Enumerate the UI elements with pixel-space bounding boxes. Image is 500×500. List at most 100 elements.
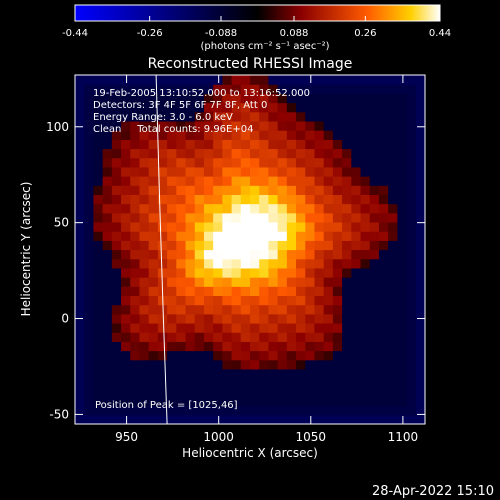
heatmap-cell <box>332 157 343 168</box>
heatmap-cell <box>305 139 316 150</box>
heatmap-cell <box>415 378 425 388</box>
heatmap-cell <box>75 84 85 94</box>
heatmap-cell <box>148 203 159 214</box>
heatmap-cell <box>121 387 131 398</box>
heatmap-cell <box>378 221 389 232</box>
heatmap-cell <box>332 212 343 223</box>
heatmap-cell <box>157 378 168 388</box>
heatmap-cell <box>121 176 131 186</box>
heatmap-cell <box>93 221 104 232</box>
heatmap-cell <box>259 194 270 205</box>
heatmap-cell <box>139 258 150 269</box>
heatmap-cell <box>84 332 95 342</box>
heatmap-cell <box>314 405 325 416</box>
heatmap-cell <box>342 111 352 122</box>
heatmap-cell <box>75 277 85 287</box>
heatmap-cell <box>323 405 334 416</box>
heatmap-cell <box>213 203 223 214</box>
heatmap-cell <box>84 387 95 398</box>
heatmap-cell <box>250 396 260 407</box>
heatmap-cell <box>259 341 270 352</box>
heatmap-cell <box>111 286 122 297</box>
heatmap-cell <box>397 111 408 122</box>
heatmap-cell <box>286 396 297 407</box>
heatmap-cell <box>148 240 159 251</box>
heatmap-cell <box>231 84 242 94</box>
heatmap-cell <box>277 295 288 306</box>
heatmap-cell <box>369 185 380 195</box>
heatmap-cell <box>360 157 371 168</box>
heatmap-cell <box>342 130 352 140</box>
heatmap-cell <box>397 93 408 104</box>
heatmap-cell <box>203 405 214 416</box>
heatmap-cell <box>268 414 279 424</box>
heatmap-cell <box>111 166 122 177</box>
heatmap-cell <box>388 387 398 398</box>
heatmap-cell <box>130 166 141 177</box>
heatmap-cell <box>167 221 177 232</box>
heatmap-cell <box>222 313 233 324</box>
heatmap-cell <box>397 203 408 214</box>
heatmap-cell <box>323 157 334 168</box>
heatmap-cell <box>121 378 131 388</box>
heatmap-cell <box>130 332 141 342</box>
heatmap-cell <box>185 387 196 398</box>
heatmap-cell <box>167 304 177 315</box>
heatmap-cell <box>121 249 131 260</box>
heatmap-cell <box>286 405 297 416</box>
heatmap-cell <box>185 231 196 241</box>
heatmap-cell <box>369 221 380 232</box>
heatmap-cell <box>111 396 122 407</box>
heatmap-cell <box>351 350 362 361</box>
heatmap-cell <box>388 212 398 223</box>
heatmap-cell <box>277 212 288 223</box>
heatmap-cell <box>148 102 159 113</box>
annotation-peak-position: Position of Peak = [1025,46] <box>95 400 238 411</box>
heatmap-cell <box>305 396 316 407</box>
heatmap-cell <box>203 231 214 241</box>
heatmap-cell <box>268 148 279 159</box>
heatmap-cell <box>185 93 196 104</box>
heatmap-cell <box>93 185 104 195</box>
heatmap-cell <box>415 221 425 232</box>
heatmap-cell <box>351 194 362 205</box>
heatmap-cell <box>360 350 371 361</box>
heatmap-cell <box>286 157 297 168</box>
heatmap-cell <box>286 249 297 260</box>
heatmap-cell <box>360 295 371 306</box>
heatmap-cell <box>203 203 214 214</box>
heatmap-cell <box>130 295 141 306</box>
heatmap-cell <box>84 322 95 333</box>
heatmap-cell <box>84 258 95 269</box>
heatmap-cell <box>121 405 131 416</box>
heatmap-cell <box>351 203 362 214</box>
heatmap-cell <box>415 84 425 94</box>
heatmap-cell <box>351 396 362 407</box>
heatmap-cell <box>130 212 141 223</box>
heatmap-cell <box>369 157 380 168</box>
heatmap-cell <box>194 185 205 195</box>
heatmap-cell <box>296 258 306 269</box>
heatmap-cell <box>250 277 260 287</box>
heatmap-cell <box>75 194 85 205</box>
heatmap-cell <box>259 111 270 122</box>
heatmap-cell <box>378 102 389 113</box>
heatmap-cell <box>332 332 343 342</box>
heatmap-cell <box>167 212 177 223</box>
heatmap-cell <box>111 102 122 113</box>
heatmap-cell <box>75 359 85 370</box>
heatmap-cell <box>84 350 95 361</box>
heatmap-cell <box>286 221 297 232</box>
heatmap-cell <box>286 120 297 131</box>
heatmap-cell <box>397 286 408 297</box>
heatmap-cell <box>102 231 113 241</box>
heatmap-cell <box>130 378 141 388</box>
heatmap-cell <box>213 148 223 159</box>
heatmap-cell <box>240 111 251 122</box>
heatmap-cell <box>176 258 187 269</box>
heatmap-cell <box>93 212 104 223</box>
heatmap-cell <box>388 93 398 104</box>
heatmap-cell <box>314 75 325 85</box>
heatmap-cell <box>75 139 85 150</box>
heatmap-cell <box>369 277 380 287</box>
